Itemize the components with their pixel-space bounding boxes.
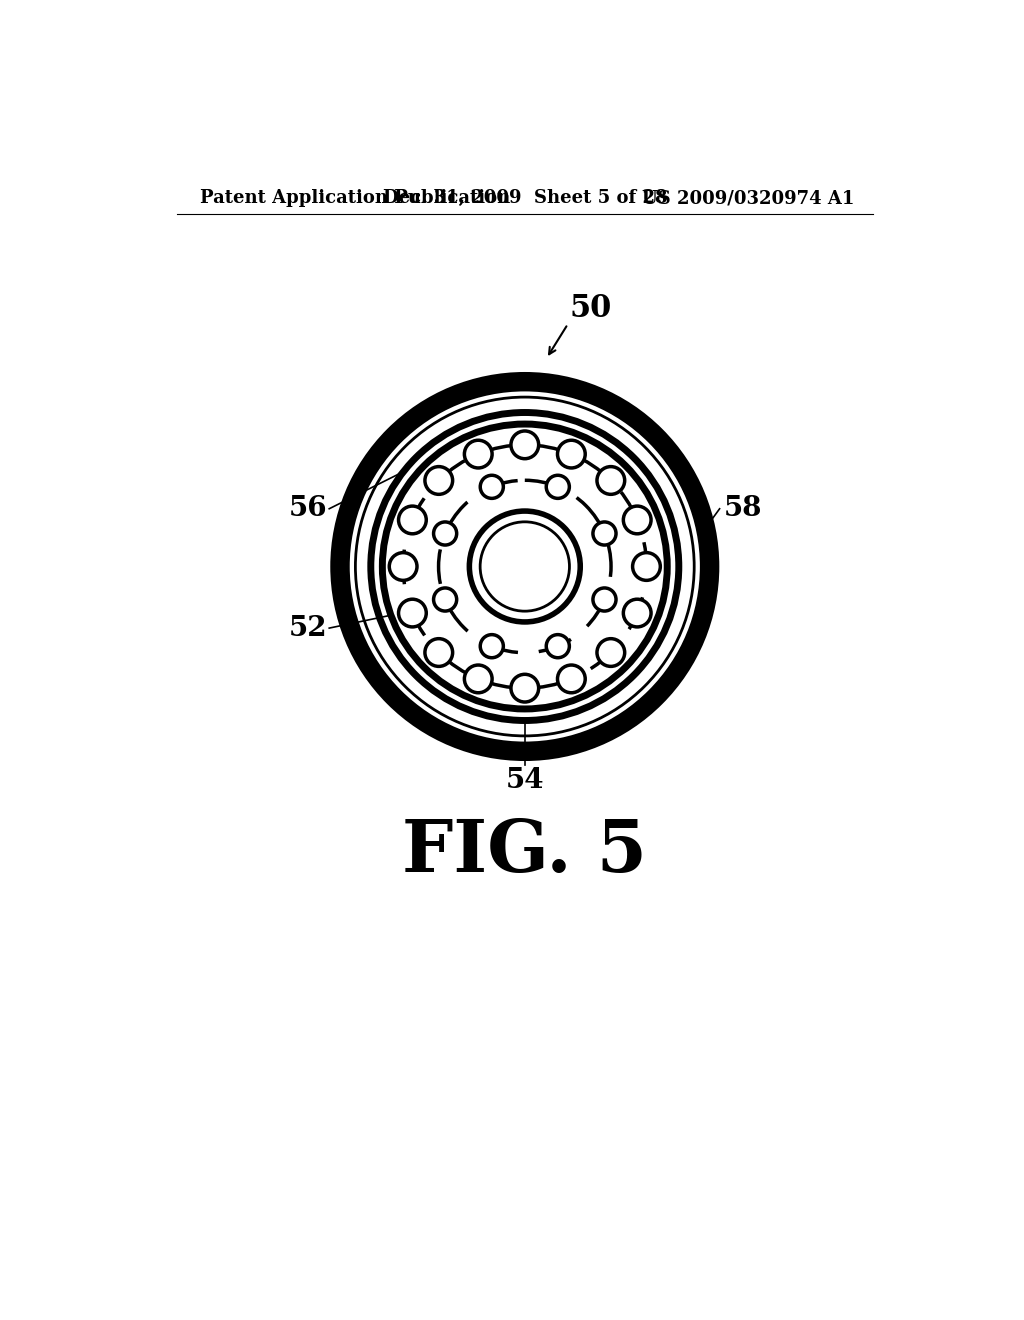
Circle shape	[593, 521, 616, 545]
Text: 52: 52	[289, 615, 327, 642]
Circle shape	[355, 397, 694, 737]
Circle shape	[511, 430, 539, 459]
Circle shape	[425, 466, 453, 494]
Circle shape	[433, 587, 457, 611]
Circle shape	[425, 639, 453, 667]
Text: FIG. 5: FIG. 5	[402, 816, 647, 887]
Circle shape	[464, 665, 493, 693]
Text: 58: 58	[724, 495, 762, 523]
Circle shape	[469, 511, 581, 622]
Text: US 2009/0320974 A1: US 2009/0320974 A1	[642, 190, 854, 207]
Circle shape	[624, 599, 651, 627]
Text: 50: 50	[569, 293, 611, 323]
Circle shape	[546, 475, 569, 499]
Circle shape	[593, 587, 616, 611]
Circle shape	[464, 441, 493, 469]
Circle shape	[557, 441, 586, 469]
Text: Dec. 31, 2009  Sheet 5 of 28: Dec. 31, 2009 Sheet 5 of 28	[383, 190, 667, 207]
Circle shape	[398, 599, 426, 627]
Text: 54: 54	[506, 767, 544, 793]
Circle shape	[433, 521, 457, 545]
Text: Patent Application Publication: Patent Application Publication	[200, 190, 510, 207]
Circle shape	[624, 506, 651, 533]
Text: 56: 56	[289, 495, 327, 523]
Circle shape	[633, 553, 660, 581]
Circle shape	[480, 635, 504, 657]
Circle shape	[511, 675, 539, 702]
Circle shape	[557, 665, 586, 693]
Circle shape	[480, 475, 504, 499]
Circle shape	[597, 466, 625, 494]
Circle shape	[398, 506, 426, 533]
Circle shape	[597, 639, 625, 667]
Circle shape	[546, 635, 569, 657]
Circle shape	[389, 553, 417, 581]
